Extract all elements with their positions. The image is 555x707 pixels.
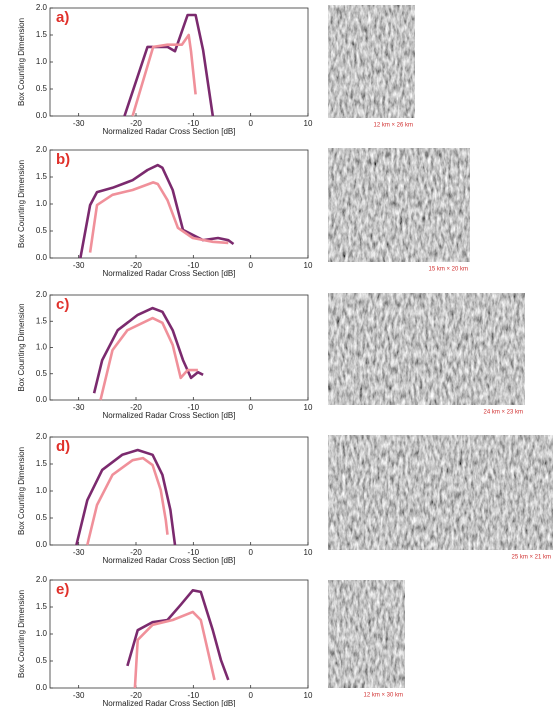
sar-image [328, 580, 405, 688]
x-tick-label: 0 [248, 691, 253, 700]
x-axis-label: Normalized Radar Cross Section [dB] [103, 699, 236, 707]
image-caption: 25 km × 21 km [511, 555, 551, 561]
y-tick-label: 1.5 [36, 316, 48, 325]
x-tick-label: -10 [188, 261, 200, 270]
y-tick-label: 0.5 [36, 513, 48, 522]
y-tick-label: 1.0 [36, 199, 48, 208]
x-tick-label: -30 [73, 119, 85, 128]
panel-label: b) [56, 151, 70, 168]
x-tick-label: 0 [248, 403, 253, 412]
data-line [88, 181, 229, 253]
sar-image [328, 435, 553, 550]
x-tick-label: 10 [304, 119, 313, 128]
x-tick-label: 10 [304, 261, 313, 270]
x-tick-label: -20 [130, 403, 142, 412]
data-line [92, 306, 204, 394]
data-line [86, 456, 169, 546]
x-axis-label: Normalized Radar Cross Section [dB] [103, 411, 236, 420]
y-tick-label: 1.5 [36, 459, 48, 468]
y-axis-label: Box Counting Dimension [17, 18, 26, 106]
x-tick-label: 0 [248, 261, 253, 270]
data-line [131, 33, 197, 117]
y-tick-label: 0.0 [36, 395, 48, 404]
y-tick-label: 0.0 [36, 683, 48, 692]
y-tick-label: 1.0 [36, 343, 48, 352]
x-tick-label: -10 [188, 691, 200, 700]
image-caption: 12 km × 30 km [363, 693, 403, 699]
y-tick-label: 2.0 [36, 432, 48, 441]
data-line [101, 318, 270, 400]
x-tick-label: -30 [73, 403, 85, 412]
x-axis-label: Normalized Radar Cross Section [dB] [103, 556, 236, 565]
panel-label: e) [56, 581, 69, 598]
y-tick-label: 0.0 [36, 540, 48, 549]
x-axis-label: Normalized Radar Cross Section [dB] [103, 269, 236, 278]
y-axis-label: Box Counting Dimension [17, 447, 26, 535]
y-tick-label: 0.5 [36, 226, 48, 235]
y-tick-label: 2.0 [36, 145, 48, 154]
y-axis-label: Box Counting Dimension [17, 160, 26, 248]
sar-image [328, 148, 470, 262]
x-tick-label: -30 [73, 548, 85, 557]
sar-image [328, 5, 415, 118]
plot-frame [49, 149, 309, 259]
panel-label: a) [56, 9, 69, 26]
y-tick-label: 1.0 [36, 629, 48, 638]
x-tick-label: -10 [188, 548, 200, 557]
y-tick-label: 0.0 [36, 253, 48, 262]
y-tick-label: 2.0 [36, 3, 48, 12]
image-caption: 15 km × 20 km [428, 267, 468, 273]
y-tick-label: 1.5 [36, 172, 48, 181]
y-tick-label: 1.0 [36, 486, 48, 495]
panel-label: c) [56, 296, 69, 313]
x-tick-label: 0 [248, 119, 253, 128]
data-line [123, 13, 215, 117]
y-axis-label: Box Counting Dimension [17, 590, 26, 678]
x-tick-label: -20 [130, 261, 142, 270]
sar-image [328, 293, 525, 405]
x-axis-label: Normalized Radar Cross Section [dB] [103, 127, 236, 136]
image-caption: 24 km × 23 km [483, 410, 523, 416]
y-tick-label: 1.0 [36, 57, 48, 66]
x-tick-label: 0 [248, 548, 253, 557]
x-tick-label: 10 [304, 548, 313, 557]
plot-frame [49, 436, 309, 546]
y-tick-label: 2.0 [36, 575, 48, 584]
y-axis-label: Box Counting Dimension [17, 303, 26, 391]
image-caption: 12 km × 26 km [373, 123, 413, 129]
x-tick-label: 10 [304, 403, 313, 412]
x-tick-label: -30 [73, 691, 85, 700]
y-tick-label: 1.5 [36, 602, 48, 611]
x-tick-label: -10 [188, 119, 200, 128]
x-tick-label: 10 [304, 691, 313, 700]
plot-frame [49, 579, 309, 689]
data-line [126, 589, 230, 681]
x-tick-label: -30 [73, 261, 85, 270]
y-tick-label: 0.5 [36, 656, 48, 665]
data-line [133, 610, 216, 689]
y-tick-label: 1.5 [36, 30, 48, 39]
x-tick-label: -20 [130, 691, 142, 700]
data-line [75, 448, 177, 546]
data-line [79, 163, 235, 259]
y-tick-label: 2.0 [36, 290, 48, 299]
panel-label: d) [56, 438, 70, 455]
x-tick-label: -20 [130, 548, 142, 557]
plot-frame [49, 7, 309, 117]
x-tick-label: -10 [188, 403, 200, 412]
x-tick-label: -20 [130, 119, 142, 128]
y-tick-label: 0.5 [36, 84, 48, 93]
y-tick-label: 0.5 [36, 369, 48, 378]
y-tick-label: 0.0 [36, 111, 48, 120]
